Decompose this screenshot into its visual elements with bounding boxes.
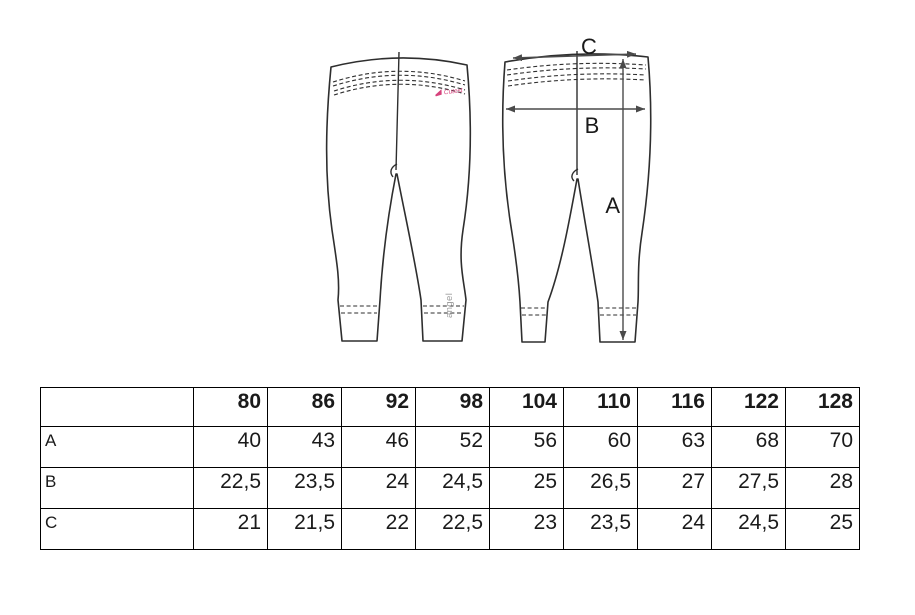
dimension-label-c: C (581, 34, 597, 59)
measurement-value: 26,5 (563, 467, 638, 509)
size-column-header: 122 (711, 387, 786, 427)
measurement-value: 21,5 (267, 508, 342, 550)
measurement-value: 56 (489, 426, 564, 468)
front-cuff-stitching (340, 305, 464, 314)
measurement-value: 24,5 (415, 467, 490, 509)
measurement-value: 43 (267, 426, 342, 468)
measurement-value: 24 (341, 467, 416, 509)
measurement-row-c: C 21 21,5 22 22,5 23 23,5 24 24,5 25 (40, 508, 860, 550)
front-view-outline (325, 57, 472, 342)
measurement-value: 52 (415, 426, 490, 468)
size-column-header: 92 (341, 387, 416, 427)
size-column-header: 104 (489, 387, 564, 427)
measurement-value: 27 (637, 467, 712, 509)
measurement-value: 25 (489, 467, 564, 509)
size-column-header: 80 (193, 387, 268, 427)
measurement-value: 63 (637, 426, 712, 468)
back-cuff-stitching (521, 307, 637, 316)
angel-print: angel (444, 293, 455, 318)
measurement-value: 46 (341, 426, 416, 468)
dimension-label-b: B (585, 113, 600, 138)
size-column-header: 98 (415, 387, 490, 427)
brand-logo-wing-icon (435, 89, 442, 97)
front-waistband-stitching (332, 70, 466, 96)
measurement-value: 70 (785, 426, 860, 468)
back-waistband-stitching (506, 62, 647, 87)
measurement-row-b: B 22,5 23,5 24 24,5 25 26,5 27 27,5 28 (40, 467, 860, 509)
brand-logo: Cutest (435, 87, 465, 97)
dimension-letters: C B A (581, 34, 620, 218)
dimension-label-a: A (605, 193, 620, 218)
garment-diagram: Cutest angel (325, 34, 652, 343)
measurement-value: 23 (489, 508, 564, 550)
measurement-value: 24,5 (711, 508, 786, 550)
front-center-seam (395, 51, 400, 171)
size-column-header: 86 (267, 387, 342, 427)
size-column-header: 116 (637, 387, 712, 427)
dim-arrow-c (512, 50, 637, 62)
measurement-value: 21 (193, 508, 268, 550)
measurement-value: 60 (563, 426, 638, 468)
dimension-arrows (506, 50, 645, 340)
measurement-row-label: C (40, 508, 194, 550)
measurement-row-label: B (40, 467, 194, 509)
measurement-value: 28 (785, 467, 860, 509)
measurement-value: 23,5 (563, 508, 638, 550)
measurement-value: 24 (637, 508, 712, 550)
size-table-header-row: 80 86 92 98 104 110 116 122 128 (40, 387, 860, 427)
measurement-value: 23,5 (267, 467, 342, 509)
measurement-row-a: A 40 43 46 52 56 60 63 68 70 (40, 426, 860, 468)
measurement-value: 22 (341, 508, 416, 550)
size-table: 80 86 92 98 104 110 116 122 128 A 40 43 … (40, 387, 860, 550)
measurement-value: 68 (711, 426, 786, 468)
measurement-value: 22,5 (415, 508, 490, 550)
size-column-header: 128 (785, 387, 860, 427)
back-view-outline (502, 53, 652, 343)
size-table-corner-cell (40, 387, 194, 427)
back-view-drawing (502, 51, 652, 343)
front-crotch-notch (390, 163, 398, 178)
measurement-value: 40 (193, 426, 268, 468)
measurement-value: 22,5 (193, 467, 268, 509)
size-column-header: 110 (563, 387, 638, 427)
measurement-value: 27,5 (711, 467, 786, 509)
front-view-drawing: Cutest angel (325, 51, 472, 342)
measurement-row-label: A (40, 426, 194, 468)
measurement-value: 25 (785, 508, 860, 550)
back-crotch-notch (571, 168, 579, 182)
brand-logo-text: Cutest (444, 87, 465, 96)
